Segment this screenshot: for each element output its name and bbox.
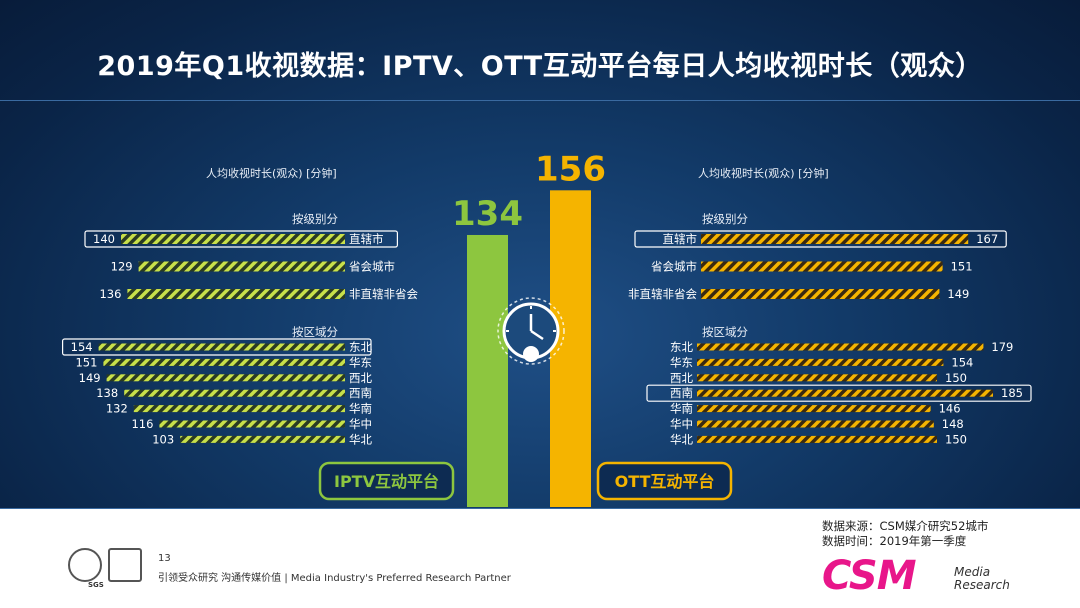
ott-region-header: 按区域分 <box>702 325 748 339</box>
ott-bar-label: 华中 <box>670 417 693 431</box>
iptv-bar-value: 129 <box>111 260 133 274</box>
ott-bar-直辖市 <box>701 234 969 244</box>
platform-label-box-1 <box>596 461 733 501</box>
iptv-bar-省会城市 <box>138 261 345 272</box>
ott-bar-华北 <box>697 435 937 443</box>
title-divider <box>0 100 1080 101</box>
ott-bar-华中 <box>697 420 934 428</box>
ott-highlight-box <box>634 230 1007 248</box>
iptv-bar-value: 136 <box>99 287 121 301</box>
ott-bar-华南 <box>697 405 931 413</box>
total-bar-0 <box>467 234 508 508</box>
footer-divider <box>0 508 1080 509</box>
iptv-bar-value: 138 <box>96 386 118 400</box>
iptv-bar-value: 132 <box>106 402 128 416</box>
iptv-region-header: 按区域分 <box>292 325 338 339</box>
iptv-highlight-box <box>84 230 398 248</box>
iptv-bar-label: 华南 <box>349 402 372 416</box>
iptv-bar-label: 直辖市 <box>349 232 384 246</box>
ott-bar-value: 185 <box>1001 386 1023 400</box>
ott-bar-东北 <box>697 343 984 351</box>
iptv-bar-直辖市 <box>121 234 345 244</box>
total-bar-1 <box>550 190 591 507</box>
iptv-bar-华中 <box>159 420 345 428</box>
ott-bar-label: 东北 <box>670 340 693 354</box>
total-bars: 134 IPTV互动平台 156 OTT互动平台 <box>318 149 733 508</box>
iptv-bar-label: 西南 <box>349 386 372 400</box>
iptv-bar-华北 <box>180 435 345 443</box>
ott-unit-label: 人均收视时长(观众) [分钟] <box>698 166 829 180</box>
ott-bar-label: 华北 <box>670 432 693 446</box>
ott-bar-label: 直辖市 <box>663 232 698 246</box>
clock-icon <box>497 297 565 365</box>
ott-bar-西南 <box>697 389 993 397</box>
csm-logo-sub2: Research <box>954 578 1010 592</box>
ott-bar-label: 省会城市 <box>651 260 697 274</box>
iptv-bar-label: 华中 <box>349 417 372 431</box>
iptv-bar-value: 154 <box>71 340 93 354</box>
ukas-cert-icon <box>108 548 142 582</box>
iptv-breakdown-bars: 直辖市 140 省会城市 129 非直辖非省会 136 东北 154 华东 151 西北 149 西南 1… <box>61 230 418 446</box>
ott-bar-省会城市 <box>701 261 943 272</box>
ott-bar-华东 <box>697 358 944 366</box>
iptv-bar-label: 非直辖非省会 <box>349 287 418 301</box>
iptv-bar-非直辖非省会 <box>127 289 346 299</box>
iptv-bar-value: 116 <box>131 417 153 431</box>
iptv-bar-label: 东北 <box>349 340 372 354</box>
ott-level-header: 按级别分 <box>702 212 748 226</box>
ott-bar-label: 非直辖非省会 <box>628 287 697 301</box>
iptv-bar-label: 华北 <box>349 432 372 446</box>
ukas-cert-label: UKAS <box>112 566 134 574</box>
iptv-bar-label: 西北 <box>349 371 372 385</box>
platform-label-1: OTT互动平台 <box>615 472 715 491</box>
ott-breakdown-bars: 直辖市 167 省会城市 151 非直辖非省会 149 东北 179 华东 154 西北 150 西南 1… <box>628 230 1032 446</box>
ott-bar-label: 华东 <box>670 355 693 369</box>
ott-bar-西北 <box>697 374 937 382</box>
ott-bar-value: 179 <box>991 340 1013 354</box>
iptv-bar-西北 <box>106 374 345 382</box>
iptv-bar-西南 <box>124 389 345 397</box>
iptv-bar-label: 华东 <box>349 355 372 369</box>
iptv-bar-华南 <box>133 405 345 413</box>
iptv-bar-label: 省会城市 <box>349 260 395 274</box>
iptv-bar-东北 <box>98 343 345 351</box>
ott-bar-value: 146 <box>939 402 961 416</box>
ott-bar-value: 167 <box>976 232 998 246</box>
iptv-bar-value: 140 <box>93 232 115 246</box>
data-period: 数据时间：2019年第一季度 <box>822 534 967 548</box>
ott-bar-value: 154 <box>951 355 973 369</box>
ott-bar-label: 西北 <box>670 371 693 385</box>
data-source: 数据来源：CSM媒介研究52城市 <box>822 519 989 533</box>
total-value-1: 156 <box>535 149 606 189</box>
sgs-cert-label: SGS <box>88 581 104 589</box>
iptv-bar-华东 <box>103 358 346 366</box>
total-value-0: 134 <box>452 194 523 234</box>
sgs-cert-icon <box>68 548 102 582</box>
ott-highlight-box <box>646 384 1032 402</box>
page-number: 13 <box>158 553 171 564</box>
ott-bar-value: 150 <box>945 371 967 385</box>
ott-bar-label: 西南 <box>670 386 693 400</box>
iptv-bar-value: 149 <box>79 371 101 385</box>
iptv-bar-value: 103 <box>152 432 174 446</box>
page-title: 2019年Q1收视数据：IPTV、OTT互动平台每日人均收视时长（观众） <box>97 51 983 82</box>
tagline: 引领受众研究 沟通传媒价值 | Media Industry's Preferr… <box>158 573 511 584</box>
ott-bar-label: 华南 <box>670 402 693 416</box>
ott-bar-value: 151 <box>951 260 973 274</box>
platform-label-0: IPTV互动平台 <box>334 472 439 491</box>
csm-logo: CSM <box>822 553 917 599</box>
iptv-bar-value: 151 <box>75 355 97 369</box>
ott-bar-value: 149 <box>947 287 969 301</box>
ott-bar-value: 150 <box>945 432 967 446</box>
csm-logo-sub1: Media <box>954 565 991 579</box>
iptv-highlight-box <box>61 338 372 356</box>
footer-panel <box>0 509 1080 608</box>
iptv-unit-label: 人均收视时长(观众) [分钟] <box>206 166 337 180</box>
ott-bar-value: 148 <box>942 417 964 431</box>
platform-label-box-0 <box>318 461 455 501</box>
ott-bar-非直辖非省会 <box>701 289 940 299</box>
iptv-level-header: 按级别分 <box>292 212 338 226</box>
